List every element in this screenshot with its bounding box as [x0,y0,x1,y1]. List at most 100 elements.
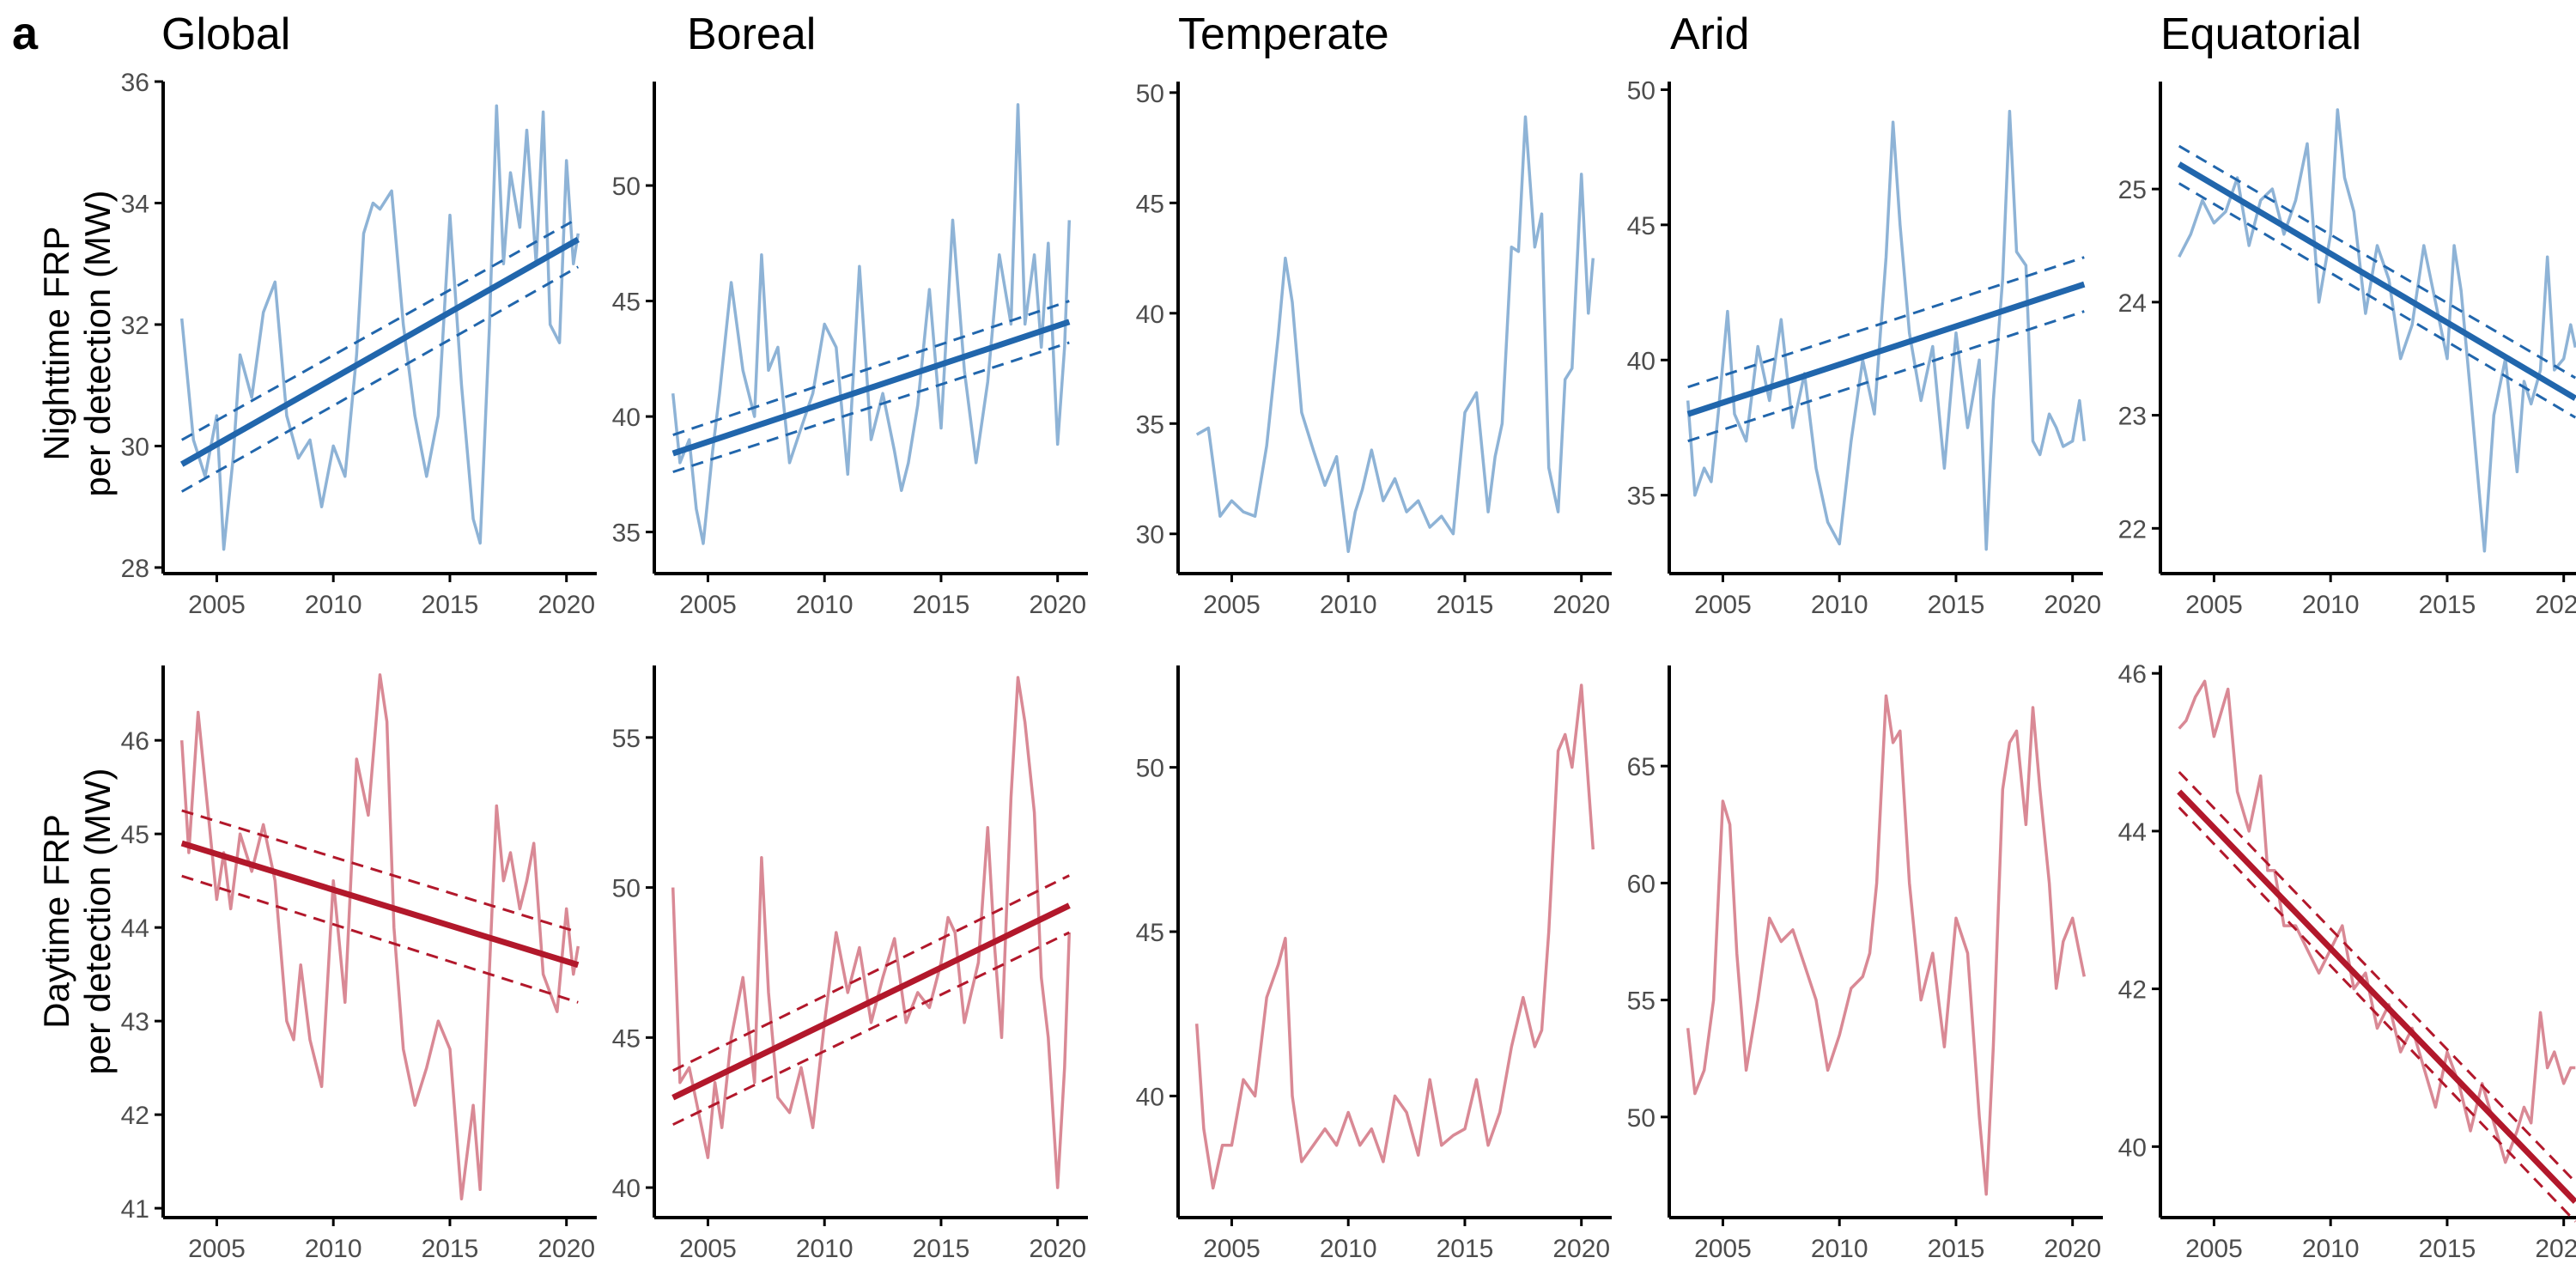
y-tick-label-day-boreal-55: 55 [612,725,641,753]
y-tick-label-day-equatorial-42: 42 [2118,976,2147,1005]
y-tick-label-night-arid-40: 40 [1627,347,1656,375]
x-tick-label-night-boreal-2005: 2005 [679,591,737,619]
x-tick-label-night-global-2010: 2010 [305,591,362,619]
title-temperate: Temperate [1178,9,1389,59]
y-tick-label-night-temperate-50: 50 [1136,80,1164,108]
x-tick-label-day-temperate-2020: 2020 [1552,1235,1610,1263]
ci-upper-line-day-boreal [672,874,1070,1072]
y-tick-label-day-arid-55: 55 [1627,987,1656,1016]
x-tick-label-day-arid-2005: 2005 [1694,1235,1752,1263]
y-tick-label-night-temperate-45: 45 [1136,190,1164,218]
ci-lower-line-day-equatorial [2178,806,2576,1223]
x-tick-label-night-global-2005: 2005 [188,591,246,619]
x-tick-label-night-boreal-2010: 2010 [796,591,854,619]
y-tick-label-night-global-34: 34 [121,190,149,218]
x-tick-label-night-arid-2005: 2005 [1694,591,1752,619]
y-tick-label-night-global-32: 32 [121,312,149,340]
panel-night-arid: 35 40 45 50 2005 2010 2015 2020 [1627,76,2103,619]
x-tick-label-day-temperate-2015: 2015 [1437,1235,1494,1263]
y-tick-label-night-boreal-45: 45 [612,289,641,317]
trend-line-day-boreal [671,902,1071,1101]
y-tick-label-day-global-45: 45 [121,821,149,849]
y-tick-label-night-temperate-40: 40 [1136,301,1164,329]
y-tick-label-night-temperate-35: 35 [1136,410,1164,439]
x-tick-label-day-boreal-2010: 2010 [796,1235,854,1263]
panel-night-equatorial: 22 23 24 25 2005 2010 2015 2020 [2118,82,2576,619]
y-tick-label-night-equatorial-24: 24 [2118,289,2147,318]
x-tick-label-day-arid-2020: 2020 [2044,1235,2101,1263]
y-tick-label-day-temperate-45: 45 [1136,919,1164,947]
x-tick-label-day-global-2010: 2010 [305,1235,362,1263]
x-tick-label-day-temperate-2005: 2005 [1203,1235,1261,1263]
y-tick-label-day-boreal-40: 40 [612,1175,641,1203]
trend-line-day-global [180,840,580,969]
x-tick-label-day-arid-2010: 2010 [1811,1235,1868,1263]
panel-letter: a [12,8,39,59]
raw-series-line-night-arid [1686,109,2087,551]
y-tick-label-night-global-30: 30 [121,433,149,461]
raw-series-line-day-temperate [1194,683,1595,1190]
y-tick-label-night-equatorial-25: 25 [2118,176,2147,204]
ci-upper-line-night-arid [1687,256,2085,389]
trend-line-night-equatorial [2177,161,2576,401]
x-tick-label-night-global-2020: 2020 [538,591,595,619]
x-tick-label-day-global-2015: 2015 [422,1235,479,1263]
x-tick-label-day-equatorial-2020: 2020 [2535,1235,2576,1263]
x-tick-label-night-temperate-2010: 2010 [1320,591,1377,619]
ci-upper-line-night-boreal [672,300,1070,437]
panel-night-boreal: 35 40 45 50 2005 2010 2015 2020 [612,82,1088,619]
panel-day-global: 41 42 43 44 45 46 2005 2010 2015 2020 [121,665,597,1263]
y-tick-label-day-equatorial-46: 46 [2118,660,2147,689]
raw-series-line-day-global [179,673,580,1200]
y-tick-label-day-arid-65: 65 [1627,753,1656,781]
x-tick-label-day-boreal-2020: 2020 [1029,1235,1086,1263]
panel-night-global: 28 30 32 34 36 2005 2010 2015 2020 [121,69,597,619]
x-tick-label-night-temperate-2015: 2015 [1437,591,1494,619]
raw-series-line-night-global [179,104,580,551]
x-tick-label-day-arid-2015: 2015 [1928,1235,1985,1263]
x-tick-label-night-boreal-2015: 2015 [913,591,970,619]
panel-day-boreal: 40 45 50 55 2005 2010 2015 2020 [612,665,1088,1263]
y-tick-label-day-temperate-40: 40 [1136,1083,1164,1111]
ci-upper-line-night-equatorial [2178,144,2576,380]
y-tick-label-day-global-46: 46 [121,727,149,756]
y-tick-label-night-equatorial-23: 23 [2118,403,2147,431]
ci-lower-line-day-global [181,874,579,1004]
x-tick-label-day-global-2020: 2020 [538,1235,595,1263]
y-tick-label-day-global-44: 44 [121,914,149,943]
ci-lower-line-night-equatorial [2178,182,2576,419]
x-tick-label-day-global-2005: 2005 [188,1235,246,1263]
y-tick-label-night-arid-45: 45 [1627,212,1656,240]
title-arid: Arid [1670,9,1750,59]
y-tick-label-day-temperate-50: 50 [1136,755,1164,783]
ci-lower-line-night-arid [1687,310,2085,443]
y-tick-label-day-equatorial-40: 40 [2118,1133,2147,1162]
x-tick-label-night-arid-2010: 2010 [1811,591,1868,619]
x-tick-label-night-equatorial-2015: 2015 [2419,591,2476,619]
x-tick-label-day-boreal-2005: 2005 [679,1235,737,1263]
x-tick-label-day-boreal-2015: 2015 [913,1235,970,1263]
panel-day-equatorial: 40 42 44 46 2005 2010 2015 2020 [2118,660,2576,1263]
raw-series-line-day-boreal [671,676,1072,1189]
x-tick-label-night-temperate-2020: 2020 [1552,591,1610,619]
y-tick-label-day-boreal-45: 45 [612,1024,641,1053]
x-tick-label-night-temperate-2005: 2005 [1203,591,1261,619]
raw-series-line-day-equatorial [2178,679,2576,1164]
trend-line-day-equatorial [2177,789,2576,1205]
y-tick-label-day-global-42: 42 [121,1102,149,1130]
x-tick-label-day-equatorial-2005: 2005 [2185,1235,2243,1263]
trend-line-night-arid [1686,281,2086,417]
x-tick-label-night-boreal-2020: 2020 [1029,591,1086,619]
trend-line-night-global [179,236,580,467]
y-tick-label-night-temperate-30: 30 [1136,521,1164,550]
ci-lower-line-day-boreal [672,931,1070,1127]
panel-night-temperate: 30 35 40 45 50 2005 2010 2015 2020 [1136,80,1612,619]
panel-day-arid: 50 55 60 65 2005 2010 2015 2020 [1627,665,2103,1263]
x-tick-label-day-equatorial-2010: 2010 [2302,1235,2360,1263]
y-tick-label-day-arid-50: 50 [1627,1104,1656,1133]
panel-day-temperate: 40 45 50 2005 2010 2015 2020 [1136,665,1612,1263]
x-tick-label-night-global-2015: 2015 [422,591,479,619]
raw-series-line-night-equatorial [2178,108,2576,553]
